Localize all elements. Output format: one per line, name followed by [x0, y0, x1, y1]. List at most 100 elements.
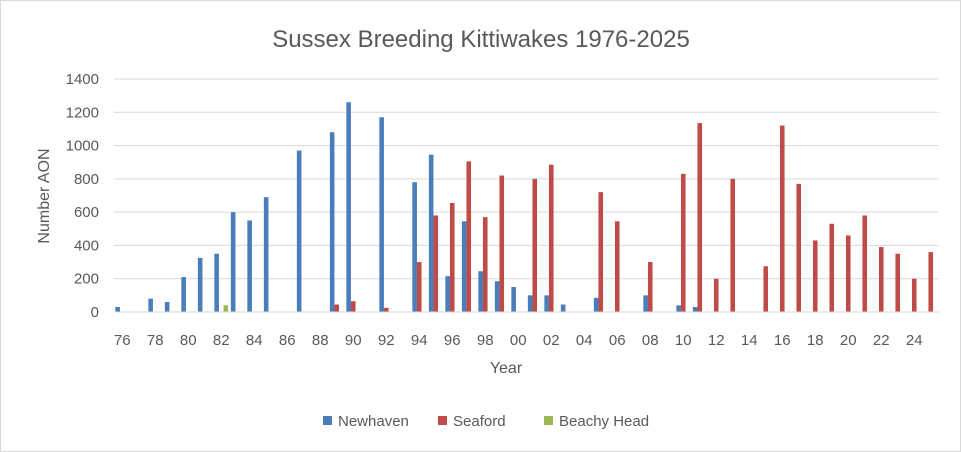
y-tick-label: 200 [74, 271, 99, 288]
y-axis-label: Number AON [36, 148, 53, 243]
bar-newhaven-11 [692, 307, 698, 312]
bar-seaford-23 [895, 253, 901, 312]
bar-seaford-18 [812, 240, 818, 312]
y-tick-label: 1200 [66, 104, 99, 121]
bar-seaford-98 [482, 217, 488, 312]
bar-newhaven-84 [247, 220, 252, 312]
bar-newhaven-89 [329, 132, 335, 312]
bar-beachy-head-82 [223, 305, 229, 312]
bar-newhaven-03 [560, 304, 566, 312]
bar-newhaven-02 [544, 295, 549, 312]
x-tick-label: 88 [312, 332, 329, 349]
legend-label: Beachy Head [559, 413, 649, 430]
bar-seaford-13 [730, 178, 736, 312]
bar-newhaven-97 [461, 221, 467, 312]
bar-seaford-11 [697, 123, 703, 312]
bar-newhaven-83 [230, 212, 236, 312]
bar-newhaven-10 [676, 305, 681, 312]
bar-newhaven-81 [197, 257, 203, 312]
bar-seaford-94 [416, 262, 422, 312]
x-tick-label: 12 [708, 332, 725, 349]
bar-newhaven-99 [494, 281, 500, 312]
bar-seaford-06 [614, 221, 620, 312]
bar-newhaven-79 [164, 302, 170, 312]
bar-seaford-17 [796, 183, 802, 312]
x-tick-label: 76 [114, 332, 131, 349]
y-tick-labels: 0 200 400 600 800 1000 1200 1400 [66, 71, 99, 321]
y-tick-label: 1400 [66, 71, 99, 88]
y-tick-label: 400 [74, 237, 99, 254]
bar-newhaven-00 [511, 287, 516, 312]
bar-seaford-05 [598, 192, 604, 312]
y-tick-label: 0 [91, 304, 99, 321]
bar-newhaven-90 [346, 102, 351, 312]
bar-seaford-25 [928, 252, 934, 312]
legend-item-newhaven: Newhaven [323, 413, 409, 430]
bar-newhaven-80 [181, 277, 186, 312]
legend-item-seaford: Seaford [438, 413, 506, 430]
x-tick-label: 82 [213, 332, 230, 349]
bar-seaford-89 [334, 304, 340, 312]
legend-label: Seaford [453, 413, 506, 430]
bar-seaford-08 [647, 262, 653, 312]
bar-seaford-15 [763, 266, 769, 312]
x-tick-label: 16 [774, 332, 791, 349]
bar-seaford-24 [911, 278, 917, 312]
x-tick-label: 04 [576, 332, 593, 349]
legend-swatch [438, 416, 447, 425]
bar-seaford-16 [779, 125, 785, 312]
bars [115, 102, 934, 312]
legend-swatch [544, 416, 553, 425]
y-tick-label: 1000 [66, 138, 99, 155]
x-tick-labels: 76 78 80 82 84 86 88 90 92 94 96 98 00 02 04 06 08 10 12 14… [114, 332, 923, 349]
x-tick-label: 84 [246, 332, 263, 349]
bar-newhaven-96 [445, 276, 450, 312]
bar-seaford-20 [845, 235, 851, 312]
y-tick-label: 600 [74, 204, 99, 221]
x-tick-label: 80 [180, 332, 197, 349]
bar-newhaven-95 [428, 154, 434, 312]
x-tick-label: 24 [906, 332, 923, 349]
bar-seaford-96 [449, 202, 455, 312]
bar-newhaven-08 [643, 295, 648, 312]
x-tick-label: 20 [840, 332, 857, 349]
bar-seaford-90 [350, 301, 356, 312]
bar-seaford-99 [499, 175, 505, 312]
x-tick-label: 86 [279, 332, 296, 349]
bar-seaford-22 [878, 247, 884, 312]
x-tick-label: 08 [642, 332, 659, 349]
bar-newhaven-92 [379, 117, 384, 312]
bar-seaford-01 [532, 178, 538, 312]
x-tick-label: 02 [543, 332, 560, 349]
x-tick-label: 78 [147, 332, 164, 349]
x-tick-label: 92 [378, 332, 395, 349]
legend-swatch [323, 416, 332, 425]
bar-seaford-10 [680, 173, 686, 312]
bar-newhaven-94 [412, 182, 417, 312]
x-tick-label: 98 [477, 332, 494, 349]
bar-seaford-97 [466, 161, 472, 312]
x-tick-label: 96 [444, 332, 461, 349]
y-tick-label: 800 [74, 171, 99, 188]
legend-label: Newhaven [338, 413, 409, 430]
x-tick-label: 90 [345, 332, 362, 349]
bar-newhaven-85 [263, 197, 269, 312]
x-tick-label: 06 [609, 332, 626, 349]
bar-newhaven-98 [478, 271, 483, 312]
x-tick-label: 18 [807, 332, 824, 349]
legend-item-beachy-head: Beachy Head [544, 413, 649, 430]
legend: Newhaven Seaford Beachy Head [323, 413, 649, 430]
bar-seaford-92 [383, 307, 389, 312]
bar-seaford-12 [713, 278, 719, 312]
x-tick-label: 14 [741, 332, 758, 349]
bar-newhaven-05 [593, 297, 599, 312]
bar-seaford-19 [829, 223, 835, 312]
bar-seaford-02 [548, 164, 554, 312]
bar-seaford-21 [862, 215, 868, 312]
x-tick-label: 94 [411, 332, 428, 349]
x-axis-label: Year [490, 360, 523, 377]
bar-seaford-95 [433, 215, 439, 312]
x-tick-label: 22 [873, 332, 890, 349]
